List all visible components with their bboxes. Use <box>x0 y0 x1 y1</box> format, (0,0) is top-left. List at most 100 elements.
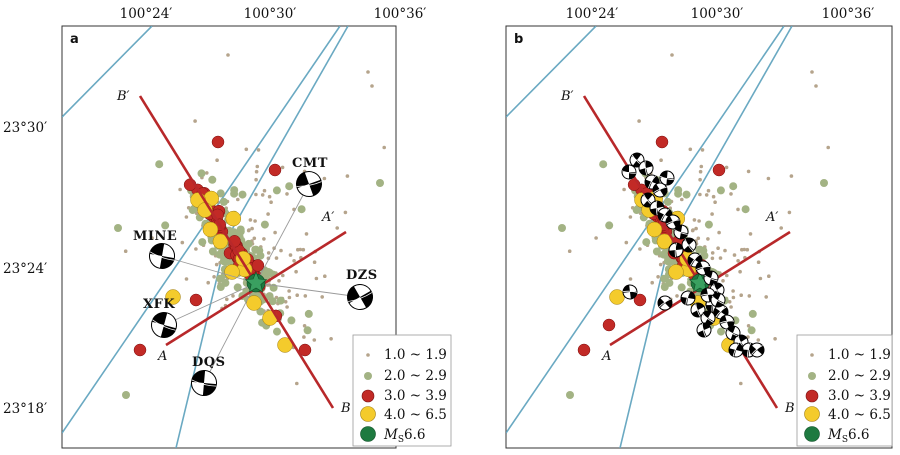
event-marker <box>638 247 642 251</box>
event-marker <box>277 337 293 353</box>
profile-label-b: B <box>340 401 351 416</box>
lon-label: 100°36′ <box>374 6 427 22</box>
beachball-nodal <box>659 175 674 181</box>
lon-label: 100°24′ <box>120 6 173 22</box>
event-marker <box>624 240 629 245</box>
beachball-b <box>652 182 668 198</box>
profile-line-bb <box>138 95 335 409</box>
event-marker <box>656 233 673 250</box>
legend-a: 1.0 ~ 1.9 2.0 ~ 2.9 3.0 ~ 3.9 4.0 ~ 6.5 … <box>352 334 452 447</box>
event-marker <box>567 249 572 253</box>
beachball-quadrant <box>347 286 373 308</box>
event-marker <box>710 256 715 261</box>
event-marker <box>704 220 713 229</box>
event-marker <box>253 219 257 223</box>
event-marker <box>274 256 279 260</box>
beachball-b <box>673 224 689 240</box>
event-marker <box>721 279 725 283</box>
event-marker <box>731 295 736 300</box>
event-marker <box>732 253 737 257</box>
beachball-nodal <box>685 291 691 305</box>
event-marker <box>642 238 651 247</box>
event-marker <box>219 257 228 266</box>
event-marker <box>246 295 262 311</box>
beachball-b <box>728 342 744 358</box>
event-marker <box>747 326 756 335</box>
event-marker <box>677 283 686 292</box>
event-marker <box>826 145 830 150</box>
event-marker <box>123 249 128 253</box>
event-marker <box>301 247 306 252</box>
station-ray <box>161 255 257 284</box>
fault-line <box>506 26 597 118</box>
event-marker <box>699 164 704 169</box>
event-marker <box>729 192 733 196</box>
profile-label-a: A <box>157 349 167 364</box>
legend-marker-main <box>804 426 820 442</box>
event-marker <box>663 197 672 206</box>
beachball-b <box>622 284 638 300</box>
beachball-quadrant <box>697 323 711 337</box>
event-marker <box>178 187 182 192</box>
event-marker <box>231 294 235 298</box>
event-marker <box>320 295 325 299</box>
event-marker <box>266 251 271 255</box>
beachball-quadrant <box>658 208 672 222</box>
station-ray <box>255 183 310 284</box>
event-marker <box>287 295 292 300</box>
event-marker <box>303 294 308 298</box>
fault-line <box>506 26 785 434</box>
beachball-b <box>749 342 765 358</box>
event-marker <box>323 274 327 279</box>
beachballs-b <box>621 152 765 358</box>
event-marker <box>273 230 277 235</box>
fault-lines-a <box>62 26 349 448</box>
legend-text-main: MS6.6 <box>827 427 869 445</box>
event-marker <box>729 305 733 309</box>
event-marker <box>265 292 274 301</box>
beachball-nodal <box>674 242 677 258</box>
event-marker <box>304 309 313 318</box>
station-label-dqs: DQS <box>192 355 226 370</box>
beachball-nodal <box>719 320 735 324</box>
station-label-xfk: XFK <box>143 297 175 312</box>
event-marker <box>376 179 384 187</box>
event-marker <box>739 293 743 298</box>
legend-text-1: 1.0 ~ 1.9 <box>828 347 891 363</box>
beachball-nodal <box>653 186 667 194</box>
event-marker <box>718 256 723 260</box>
beachball-b <box>680 290 696 306</box>
event-marker <box>741 205 750 214</box>
beachball-quadrant <box>681 291 695 305</box>
beachball-nodal <box>666 219 680 225</box>
event-marker <box>670 53 674 57</box>
legend-text-2: 2.0 ~ 2.9 <box>384 368 447 384</box>
event-marker <box>302 335 306 339</box>
event-marker <box>650 280 654 285</box>
event-marker <box>756 260 761 265</box>
station-label-cmt: CMT <box>292 156 328 171</box>
beachball-b <box>657 295 673 311</box>
event-marker <box>758 276 763 281</box>
event-marker <box>272 186 281 195</box>
event-marker <box>727 300 732 304</box>
event-marker <box>622 187 626 192</box>
beachball-cmt <box>296 171 322 197</box>
event-marker <box>208 247 217 256</box>
profile-label-b: B <box>784 401 795 416</box>
event-marker <box>370 84 374 88</box>
beachball-nodal <box>695 266 710 270</box>
mainshock-star <box>244 271 268 293</box>
event-marker <box>303 326 312 335</box>
event-marker <box>225 297 229 302</box>
longitude-labels: 100°24′ 100°30′ 100°36′ 100°24′ 100°30′ … <box>120 6 875 22</box>
profile-label-a-prime: A′ <box>765 210 778 225</box>
event-marker <box>256 148 261 152</box>
legend-text-4: 4.0 ~ 6.5 <box>828 407 891 423</box>
event-marker <box>766 176 771 181</box>
beachball-b <box>703 270 719 286</box>
event-marker <box>716 186 725 195</box>
event-marker <box>605 221 614 230</box>
legend-text-4: 4.0 ~ 6.5 <box>384 407 447 423</box>
